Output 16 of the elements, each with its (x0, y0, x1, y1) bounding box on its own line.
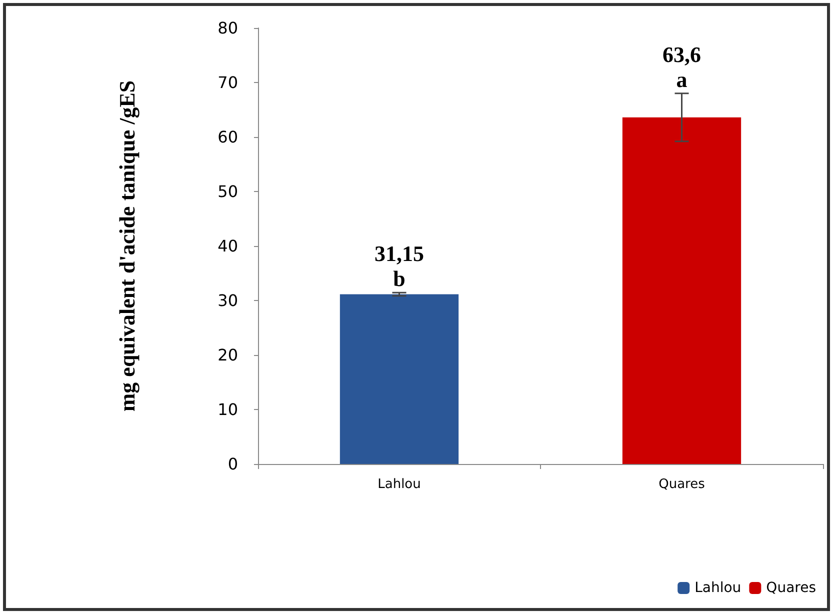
legend-label: Lahlou (694, 580, 742, 596)
legend-label: Quares (766, 580, 816, 596)
y-tick-label: 10 (218, 400, 238, 419)
y-tick-label: 20 (218, 346, 238, 364)
y-axis-title: mg equivalent d'acide tanique /gES (114, 80, 140, 412)
y-tick-label: 0 (228, 454, 238, 474)
y-tick-label: 30 (218, 291, 238, 310)
y-tick-label: 70 (218, 73, 238, 92)
data-label: 31,15 (374, 241, 424, 266)
y-tick-label: 50 (218, 182, 238, 201)
y-tick-label: 80 (218, 18, 238, 38)
annotation: b (393, 266, 406, 292)
y-tick-label: 60 (218, 128, 238, 146)
data-label: 63,6 (662, 42, 701, 67)
annotation: a (676, 66, 688, 92)
y-tick-label: 40 (218, 236, 238, 256)
